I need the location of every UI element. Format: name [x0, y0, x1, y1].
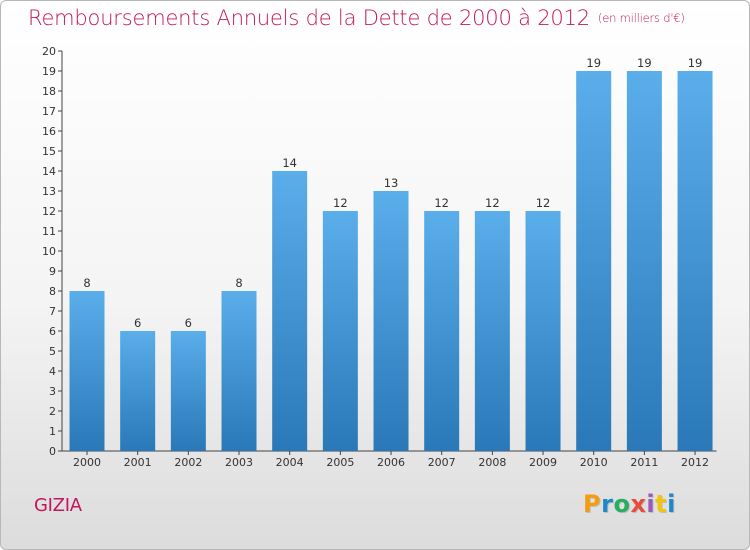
bar-2010 [576, 71, 612, 451]
bar-2003 [221, 291, 257, 451]
y-tick-label: 11 [42, 225, 56, 238]
y-tick-label: 7 [49, 305, 56, 318]
y-tick-label: 14 [42, 165, 56, 178]
value-label-2008: 12 [485, 196, 500, 210]
y-tick-label: 2 [49, 405, 56, 418]
x-tick-label-2002: 2002 [174, 456, 202, 469]
logo-letter: i [667, 490, 676, 518]
y-tick-label: 8 [49, 285, 56, 298]
x-tick-label-2007: 2007 [428, 456, 456, 469]
logo-letter: x [630, 490, 647, 518]
x-tick-label-2004: 2004 [276, 456, 304, 469]
logo-letter: t [655, 490, 668, 518]
chart-title-text: Remboursements Annuels de la Dette de 20… [28, 6, 590, 30]
chart-title: Remboursements Annuels de la Dette de 20… [28, 6, 685, 30]
value-label-2000: 8 [83, 276, 90, 290]
value-label-2001: 6 [134, 316, 141, 330]
x-tick-label-2008: 2008 [478, 456, 506, 469]
value-label-2005: 12 [333, 196, 348, 210]
bar-2009 [525, 211, 561, 451]
x-tick-label-2006: 2006 [377, 456, 405, 469]
y-tick-label: 0 [49, 445, 56, 458]
chart-subtitle: (en milliers d'€) [597, 11, 685, 25]
y-tick-label: 3 [49, 385, 56, 398]
x-tick-label-2012: 2012 [681, 456, 709, 469]
bar-2007 [424, 211, 460, 451]
bar-2000 [69, 291, 105, 451]
bar-2008 [474, 211, 510, 451]
y-tick-label: 10 [42, 245, 56, 258]
value-label-2006: 13 [384, 176, 399, 190]
y-tick-label: 18 [42, 85, 56, 98]
x-tick-label-2009: 2009 [529, 456, 557, 469]
value-label-2004: 14 [282, 156, 297, 170]
y-tick-label: 5 [49, 345, 56, 358]
y-tick-label: 1 [49, 425, 56, 438]
logo-letter: P [583, 490, 602, 518]
y-tick-label: 15 [42, 145, 56, 158]
x-tick-label-2011: 2011 [630, 456, 658, 469]
y-tick-label: 17 [42, 105, 56, 118]
value-label-2011: 19 [637, 56, 652, 70]
y-tick-label: 9 [49, 265, 56, 278]
value-label-2009: 12 [536, 196, 551, 210]
logo-letter: r [601, 490, 614, 518]
value-label-2003: 8 [235, 276, 242, 290]
label-layer: 2000 8 2001 6 2002 6 2003 8 2004 14 2005 12 2006 13 20… [73, 56, 709, 469]
bar-2002 [170, 331, 206, 451]
bar-2005 [322, 211, 358, 451]
y-tick-label: 4 [49, 365, 56, 378]
x-tick-label-2010: 2010 [580, 456, 608, 469]
y-tick-label: 6 [49, 325, 56, 338]
proxiti-logo[interactable]: Proxiti [583, 490, 676, 518]
x-tick-label-2005: 2005 [326, 456, 354, 469]
bar-2012 [677, 71, 713, 451]
x-tick-label-2001: 2001 [124, 456, 152, 469]
y-tick-label: 19 [42, 65, 56, 78]
value-label-2010: 19 [586, 56, 601, 70]
y-tick-label: 12 [42, 205, 56, 218]
bar-2011 [626, 71, 662, 451]
logo-letter: i [646, 490, 656, 518]
value-label-2007: 12 [434, 196, 449, 210]
bar-2004 [272, 171, 308, 451]
bar-layer [69, 71, 713, 451]
bar-2001 [120, 331, 156, 451]
y-tick-label: 13 [42, 185, 56, 198]
commune-name: GIZIA [34, 495, 82, 516]
logo-letter: o [613, 490, 631, 518]
bar-2006 [373, 191, 409, 451]
x-tick-label-2003: 2003 [225, 456, 253, 469]
value-label-2002: 6 [185, 316, 192, 330]
x-tick-label-2000: 2000 [73, 456, 101, 469]
y-tick-label: 16 [42, 125, 56, 138]
y-tick-label: 20 [42, 45, 56, 58]
value-label-2012: 19 [688, 56, 703, 70]
